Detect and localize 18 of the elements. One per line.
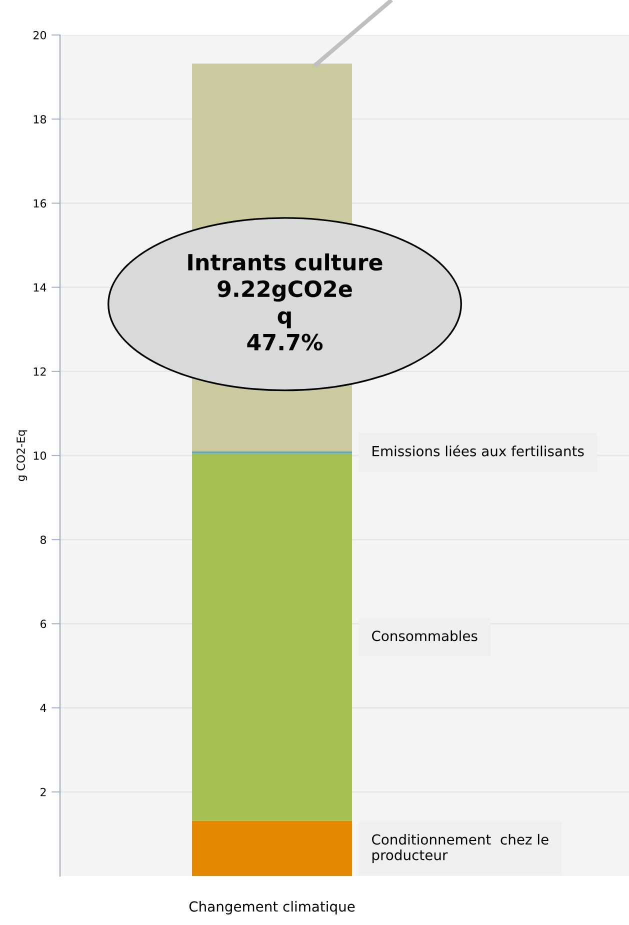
y-axis-title: g CO2-Eq: [16, 430, 28, 482]
y-tick-label: 4: [40, 704, 46, 712]
bar: [192, 820, 352, 876]
y-tick-label: 10: [34, 451, 46, 460]
series-label: Conditionnement chez le producteur: [372, 834, 548, 863]
y-tick-label: 2: [40, 788, 46, 796]
y-tick-label: 8: [40, 536, 46, 544]
y-tick-label: 6: [40, 620, 46, 628]
series-label: Consommables: [372, 630, 478, 642]
x-tick-label: Changement climatique: [189, 901, 355, 914]
y-tick-label: 16: [34, 199, 46, 208]
bar: [192, 453, 352, 821]
series-label: Emissions liées aux fertilisants: [372, 445, 584, 456]
y-tick-label: 12: [34, 367, 46, 376]
y-tick-label: 14: [34, 283, 46, 292]
y-tick-label: 18: [34, 115, 46, 124]
annotation: Intrants culture 9.22gCO2e q 47.7%: [188, 253, 382, 351]
y-tick-label: 20: [33, 30, 46, 40]
